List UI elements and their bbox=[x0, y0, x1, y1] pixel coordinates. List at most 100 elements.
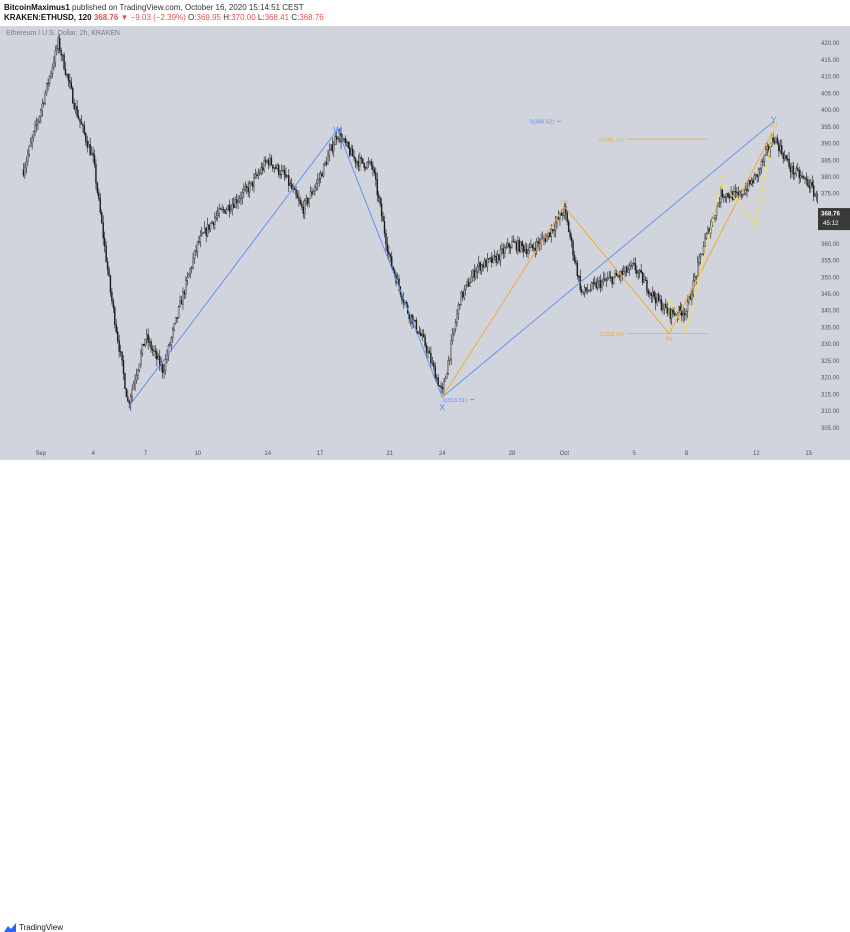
candle bbox=[101, 209, 102, 224]
candle bbox=[130, 393, 131, 410]
time-tick-label: 17 bbox=[317, 451, 324, 457]
candle bbox=[142, 344, 143, 357]
candle bbox=[742, 194, 743, 198]
candle bbox=[590, 284, 591, 293]
candle bbox=[58, 35, 59, 53]
fib-level-label: 1(313.31) bbox=[442, 398, 467, 404]
candle bbox=[809, 179, 810, 193]
candle bbox=[172, 327, 173, 343]
candle bbox=[723, 194, 724, 203]
time-tick-label: 7 bbox=[144, 451, 148, 457]
price-tick-label: 315.00 bbox=[821, 392, 840, 398]
wave-label: iv bbox=[754, 223, 758, 229]
candle bbox=[33, 131, 34, 142]
candle bbox=[632, 263, 633, 269]
author-name[interactable]: BitcoinMaximus1 bbox=[4, 3, 70, 12]
candle bbox=[133, 381, 134, 390]
price-tick-label: 335.00 bbox=[821, 325, 840, 331]
candle bbox=[362, 159, 363, 164]
candle bbox=[225, 209, 226, 213]
candle bbox=[232, 198, 233, 215]
candle bbox=[30, 137, 31, 146]
candle bbox=[522, 240, 523, 253]
candle bbox=[296, 186, 297, 199]
candle bbox=[752, 178, 753, 187]
candle bbox=[152, 345, 153, 356]
chart-canvas[interactable]: 0(396.52)1(313.31)0(391.16)1(333.04) WXY… bbox=[0, 26, 818, 444]
candle bbox=[23, 163, 24, 177]
candle bbox=[364, 163, 365, 172]
candle bbox=[491, 252, 492, 267]
candle bbox=[806, 173, 807, 186]
candle bbox=[245, 181, 246, 191]
tradingview-logo[interactable]: TradingView bbox=[4, 923, 63, 932]
candle bbox=[661, 296, 662, 312]
candle bbox=[214, 212, 215, 230]
candle bbox=[359, 153, 360, 172]
candle bbox=[198, 236, 199, 245]
candle bbox=[78, 110, 79, 120]
candle bbox=[796, 166, 797, 177]
candle bbox=[636, 265, 637, 277]
candle bbox=[254, 173, 255, 193]
candle bbox=[124, 372, 125, 389]
candle bbox=[374, 167, 375, 176]
candle bbox=[731, 186, 732, 198]
candle bbox=[812, 176, 813, 189]
price-tick-label: 305.00 bbox=[821, 426, 840, 432]
candle bbox=[738, 186, 739, 198]
candle bbox=[117, 327, 118, 344]
candle bbox=[649, 290, 650, 299]
candle bbox=[378, 191, 379, 203]
candle bbox=[442, 383, 443, 395]
candle bbox=[494, 250, 495, 261]
candle bbox=[281, 164, 282, 178]
candle bbox=[211, 220, 212, 223]
candle bbox=[200, 230, 201, 247]
candle bbox=[725, 194, 726, 202]
candle bbox=[704, 233, 705, 247]
candle bbox=[116, 319, 117, 334]
candle bbox=[226, 207, 227, 215]
candle bbox=[493, 255, 494, 263]
candle bbox=[780, 140, 781, 154]
candle bbox=[799, 167, 800, 184]
wave-label: (c) bbox=[771, 122, 778, 128]
candle bbox=[185, 276, 186, 298]
candle bbox=[573, 239, 574, 261]
candle bbox=[449, 359, 450, 366]
candle bbox=[475, 267, 476, 279]
candle bbox=[761, 159, 762, 174]
candle bbox=[140, 349, 141, 367]
candle bbox=[435, 363, 436, 379]
wave-label: W bbox=[333, 125, 342, 135]
candle bbox=[641, 264, 642, 274]
candle bbox=[684, 308, 685, 321]
high-value: 370.00 bbox=[231, 13, 255, 22]
candle bbox=[432, 357, 433, 366]
candle bbox=[64, 52, 65, 70]
time-axis-canvas[interactable]: Sep47101417212428Oct58121519 bbox=[0, 444, 850, 460]
candle bbox=[525, 242, 526, 253]
candle bbox=[496, 252, 497, 266]
wave-label: (a) bbox=[561, 199, 568, 205]
candle bbox=[697, 256, 698, 277]
time-axis[interactable]: Sep47101417212428Oct58121519 bbox=[0, 444, 850, 460]
candle bbox=[143, 344, 144, 346]
candle bbox=[77, 100, 78, 118]
candle bbox=[470, 278, 471, 287]
price-axis-canvas[interactable]: 420.00415.00410.00405.00400.00395.00390.… bbox=[818, 26, 850, 444]
candle bbox=[718, 202, 719, 207]
candle bbox=[728, 192, 729, 199]
candle bbox=[420, 328, 421, 336]
time-tick-label: 28 bbox=[509, 451, 516, 457]
candle bbox=[816, 191, 817, 202]
candle bbox=[304, 199, 305, 220]
candle bbox=[240, 192, 241, 206]
candle bbox=[515, 239, 516, 243]
candle bbox=[320, 170, 321, 183]
candle bbox=[123, 355, 124, 380]
time-tick-label: 8 bbox=[685, 451, 689, 457]
